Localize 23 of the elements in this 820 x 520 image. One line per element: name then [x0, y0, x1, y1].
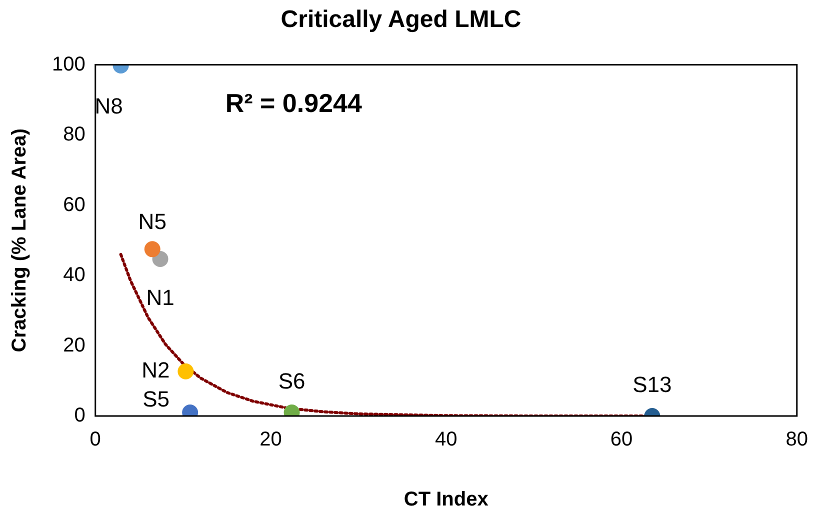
- annotation: R² = 0.9244: [225, 88, 362, 118]
- y-tick-label: 100: [52, 53, 86, 76]
- y-tick-label: 40: [63, 264, 86, 286]
- x-axis-title: CT Index: [404, 488, 488, 511]
- x-tick-label: 60: [610, 428, 633, 451]
- y-tick-label: 0: [74, 404, 86, 427]
- series-label: S5: [142, 386, 170, 412]
- x-tick-label: 0: [90, 428, 101, 451]
- x-tick-label: 40: [435, 428, 458, 451]
- point: [144, 241, 160, 258]
- x-tick-label: 80: [786, 428, 808, 451]
- series-label: N2: [142, 357, 170, 382]
- x-tick-label: 20: [260, 428, 282, 451]
- series-label: N5: [138, 209, 166, 234]
- series-label: N8: [94, 94, 123, 119]
- series-label: N1: [146, 285, 174, 310]
- y-tick-label: 60: [63, 194, 86, 216]
- y-tick-label: 80: [63, 124, 86, 146]
- series-label: S13: [632, 372, 672, 398]
- series-label: S6: [278, 368, 306, 394]
- chart-title: Critically Aged LMLC: [280, 6, 522, 34]
- y-tick-label: 20: [63, 334, 86, 356]
- y-axis-title: Cracking (% Lane Area): [8, 128, 31, 352]
